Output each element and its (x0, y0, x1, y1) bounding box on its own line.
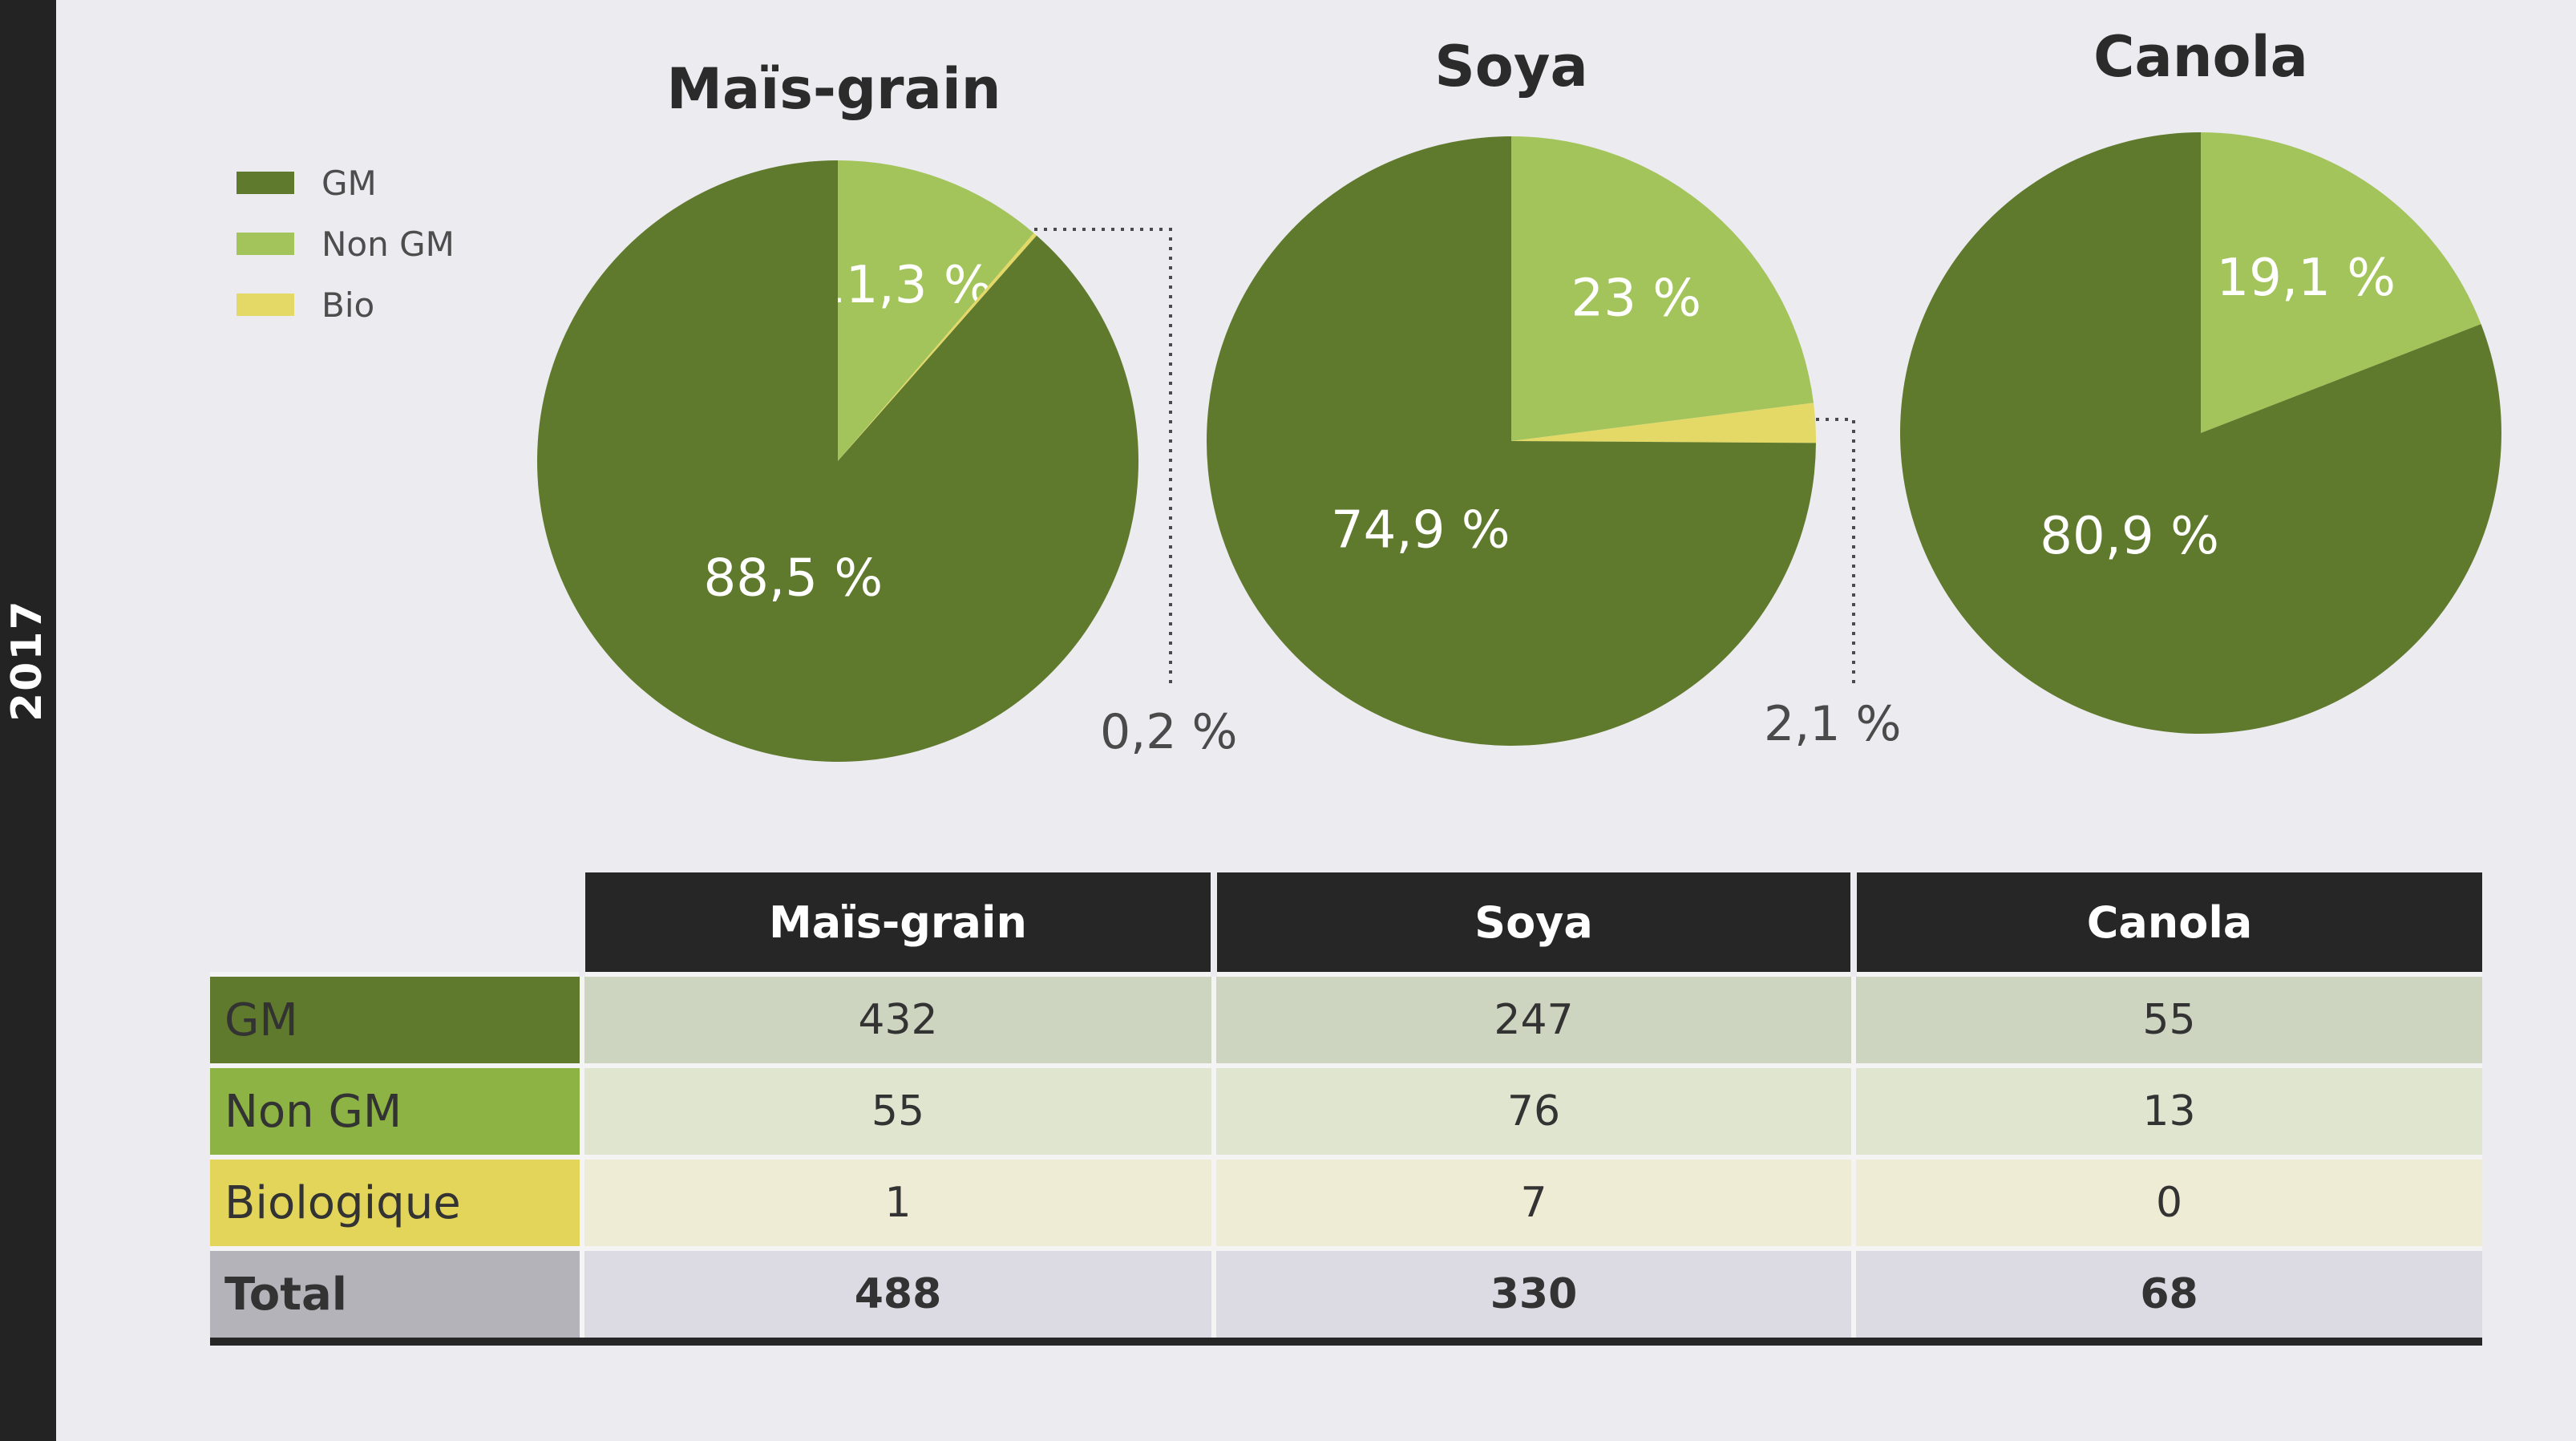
pie-canola: 19,1 % 80,9 % (1899, 132, 2501, 734)
table-corner (210, 872, 582, 974)
table-cell: 432 (580, 972, 1214, 1066)
pie-slice-bio (838, 233, 1037, 461)
pie-slice-label-gm: 88,5 % (703, 548, 883, 608)
pie-soya: 23 % 74,9 % (1206, 136, 1816, 747)
table-cell: 330 (1211, 1246, 1854, 1342)
chart-title-soya: Soya (1434, 34, 1588, 99)
legend-label-bio: Bio (321, 285, 375, 325)
side-strip: 2017 (0, 0, 56, 1441)
table-cell: 55 (580, 1063, 1214, 1157)
pie-slice-label-non-gm: 11,3 % (813, 256, 993, 315)
table-col-header: Maïs-grain (579, 872, 1214, 974)
pie-slice-bio (1511, 403, 1816, 443)
legend-swatch-bio (237, 293, 294, 316)
legend-item-bio: Bio (237, 274, 455, 335)
legend-item-non-gm: Non GM (237, 213, 455, 274)
row-label-bio: Biologique (210, 1155, 582, 1249)
pie-slice-label-gm: 80,9 % (2040, 507, 2219, 566)
table-col-header: Canola (1850, 872, 2482, 974)
row-label-gm: GM (210, 972, 582, 1066)
legend-item-gm: GM (237, 152, 455, 213)
table-cell: 1 (580, 1155, 1214, 1249)
legend-label-non-gm: Non GM (321, 224, 455, 264)
data-table: Maïs-grain Soya Canola GM 432 247 55 Non… (210, 872, 2482, 1346)
table-cell: 68 (1851, 1246, 2482, 1342)
legend-swatch-gm (237, 172, 294, 194)
pie-slice-label-non-gm: 23 % (1571, 269, 1702, 328)
pie-slice-gm (536, 160, 1138, 763)
table-row: Non GM 55 76 13 (210, 1063, 2482, 1157)
legend-label-gm: GM (321, 163, 377, 203)
chart-legend: GM Non GM Bio (237, 152, 455, 335)
table-row: Total 488 330 68 (210, 1246, 2482, 1342)
row-label-non-gm: Non GM (210, 1063, 582, 1157)
table-cell: 55 (1851, 972, 2482, 1066)
table-cell: 7 (1211, 1155, 1854, 1249)
table-cell: 76 (1211, 1063, 1854, 1157)
slice-label-soya-bio: 2,1 % (1764, 696, 1902, 752)
pie-slice-gm (1206, 136, 1816, 747)
row-label-total: Total (210, 1246, 582, 1342)
leader-line-mais-bio (1034, 228, 1172, 690)
legend-swatch-non-gm (237, 233, 294, 255)
slice-label-mais-bio: 0,2 % (1100, 704, 1238, 760)
pie-slice-non-gm (2201, 132, 2481, 433)
table-col-header: Soya (1211, 872, 1854, 974)
pie-slice-label-gm: 74,9 % (1331, 500, 1510, 560)
table-row: GM 432 247 55 (210, 972, 2482, 1066)
table-cell: 13 (1851, 1063, 2482, 1157)
pie-slice-label-non-gm: 19,1 % (2216, 249, 2396, 308)
table-header-row: Maïs-grain Soya Canola (210, 872, 2482, 974)
chart-title-canola: Canola (2093, 24, 2308, 90)
pie-slice-gm (1899, 132, 2501, 734)
table-cell: 488 (580, 1246, 1214, 1342)
leader-line-soya-bio (1816, 418, 1855, 688)
pie-charts: 11,3 % 88,5 % 23 % 74,9 % 19,1 % 80,9 % (536, 132, 2501, 763)
table-cell: 247 (1211, 972, 1854, 1066)
pie-mais-grain: 11,3 % 88,5 % (536, 160, 1138, 763)
pie-slice-non-gm (1511, 136, 1814, 441)
chart-title-mais: Maïs-grain (666, 56, 1001, 122)
table-row: Biologique 1 7 0 (210, 1155, 2482, 1249)
table-cell: 0 (1851, 1155, 2482, 1249)
pie-slice-non-gm (838, 160, 1034, 461)
